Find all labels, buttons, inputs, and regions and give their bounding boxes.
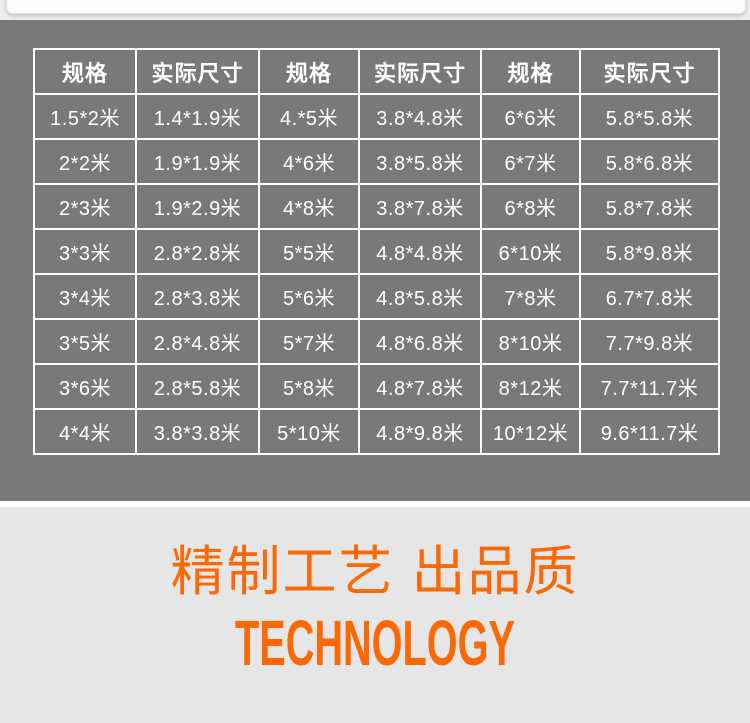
table-header-row: 规格 实际尺寸 规格 实际尺寸 规格 实际尺寸: [33, 48, 720, 95]
table-cell: 6*7米: [480, 138, 581, 185]
table-cell: 3.8*3.8米: [135, 408, 260, 455]
table-cell: 7.7*11.7米: [579, 363, 720, 410]
table-cell: 2.8*2.8米: [135, 228, 260, 275]
table-row: 3*3米 2.8*2.8米 5*5米 4.8*4.8米 6*10米 5.8*9.8米: [33, 228, 720, 275]
table-cell: 8*10米: [480, 318, 581, 365]
header-spec-3: 规格: [480, 48, 581, 95]
section-title-chinese: 精制工艺 出品质: [170, 542, 580, 602]
table-cell: 3.8*5.8米: [358, 138, 482, 185]
header-actual-size-3: 实际尺寸: [579, 48, 720, 95]
table-row: 3*5米 2.8*4.8米 5*7米 4.8*6.8米 8*10米 7.7*9.8米: [33, 318, 720, 365]
table-row: 1.5*2米 1.4*1.9米 4.*5米 3.8*4.8米 6*6米 5.8*5.8米: [33, 93, 720, 140]
table-cell: 5*10米: [258, 408, 360, 455]
table-cell: 3*5米: [33, 318, 137, 365]
table-cell: 5*5米: [258, 228, 360, 275]
table-cell: 2.8*3.8米: [135, 273, 260, 320]
table-cell: 5.8*5.8米: [579, 93, 720, 140]
table-cell: 6*10米: [480, 228, 581, 275]
table-cell: 5*6米: [258, 273, 360, 320]
table-cell: 3*3米: [33, 228, 137, 275]
table-cell: 8*12米: [480, 363, 581, 410]
size-table-panel: 规格 实际尺寸 规格 实际尺寸 规格 实际尺寸 1.5*2米 1.4*1.9米 4.…: [0, 20, 750, 501]
table-cell: 9.6*11.7米: [579, 408, 720, 455]
table-cell: 4.8*7.8米: [358, 363, 482, 410]
table-cell: 2*2米: [33, 138, 137, 185]
table-cell: 4.8*9.8米: [358, 408, 482, 455]
table-row: 2*2米 1.9*1.9米 4*6米 3.8*5.8米 6*7米 5.8*6.8米: [33, 138, 720, 185]
table-cell: 4*6米: [258, 138, 360, 185]
table-cell: 2.8*4.8米: [135, 318, 260, 365]
table-cell: 1.9*1.9米: [135, 138, 260, 185]
table-cell: 4.8*4.8米: [358, 228, 482, 275]
table-cell: 2*3米: [33, 183, 137, 230]
size-table-body: 1.5*2米 1.4*1.9米 4.*5米 3.8*4.8米 6*6米 5.8*5.8米 2…: [33, 93, 720, 455]
table-cell: 6.7*7.8米: [579, 273, 720, 320]
table-cell: 2.8*5.8米: [135, 363, 260, 410]
table-cell: 5*7米: [258, 318, 360, 365]
header-actual-size-2: 实际尺寸: [358, 48, 482, 95]
table-cell: 3*4米: [33, 273, 137, 320]
table-cell: 7*8米: [480, 273, 581, 320]
table-row: 2*3米 1.9*2.9米 4*8米 3.8*7.8米 6*8米 5.8*7.8米: [33, 183, 720, 230]
table-cell: 1.9*2.9米: [135, 183, 260, 230]
table-cell: 4.8*6.8米: [358, 318, 482, 365]
header-spec-2: 规格: [258, 48, 360, 95]
table-cell: 5.8*7.8米: [579, 183, 720, 230]
table-cell: 3.8*7.8米: [358, 183, 482, 230]
table-cell: 5.8*9.8米: [579, 228, 720, 275]
header-actual-size-1: 实际尺寸: [135, 48, 260, 95]
section-title-english: TECHNOLOGY: [235, 607, 515, 679]
table-cell: 1.4*1.9米: [135, 93, 260, 140]
table-row: 4*4米 3.8*3.8米 5*10米 4.8*9.8米 10*12米 9.6*11.7米: [33, 408, 720, 455]
technology-section: 精制工艺 出品质 TECHNOLOGY: [0, 507, 750, 723]
table-cell: 4*4米: [33, 408, 137, 455]
size-table: 规格 实际尺寸 规格 实际尺寸 规格 实际尺寸 1.5*2米 1.4*1.9米 4.…: [33, 48, 720, 455]
header-spec-1: 规格: [33, 48, 137, 95]
section-divider: [0, 501, 750, 507]
table-cell: 4.*5米: [258, 93, 360, 140]
table-cell: 5.8*6.8米: [579, 138, 720, 185]
table-cell: 5*8米: [258, 363, 360, 410]
previous-card-strip: [0, 0, 750, 20]
table-cell: 7.7*9.8米: [579, 318, 720, 365]
table-cell: 10*12米: [480, 408, 581, 455]
table-cell: 3.8*4.8米: [358, 93, 482, 140]
table-cell: 6*6米: [480, 93, 581, 140]
table-cell: 6*8米: [480, 183, 581, 230]
previous-card-bottom-edge: [6, 0, 746, 14]
table-cell: 1.5*2米: [33, 93, 137, 140]
table-cell: 4*8米: [258, 183, 360, 230]
table-row: 3*4米 2.8*3.8米 5*6米 4.8*5.8米 7*8米 6.7*7.8米: [33, 273, 720, 320]
table-row: 3*6米 2.8*5.8米 5*8米 4.8*7.8米 8*12米 7.7*11.7米: [33, 363, 720, 410]
table-cell: 4.8*5.8米: [358, 273, 482, 320]
table-cell: 3*6米: [33, 363, 137, 410]
